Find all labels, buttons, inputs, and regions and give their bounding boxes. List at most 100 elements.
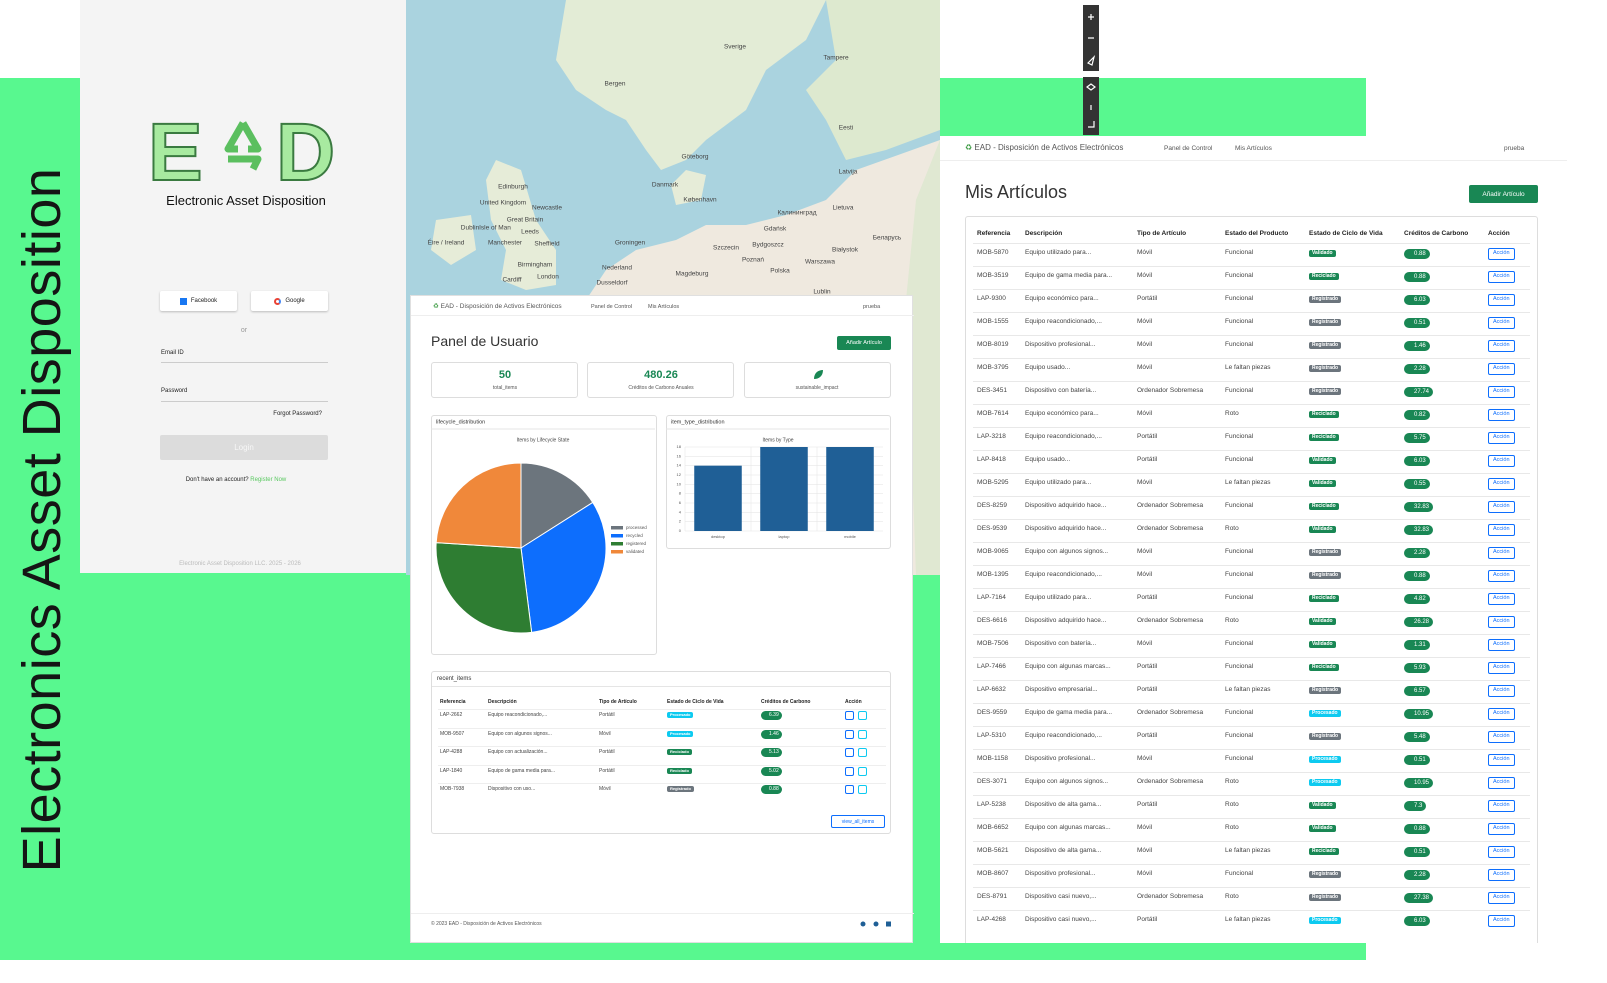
action-button[interactable]: Acción [1488, 823, 1515, 835]
action-button[interactable]: Acción [1488, 892, 1515, 904]
login-button[interactable]: Login [160, 435, 328, 460]
cell: Equipo económico para... [1025, 295, 1099, 302]
column-header: Referencia [440, 699, 466, 705]
credit-pill: 2.28 [1404, 548, 1430, 558]
action-button[interactable]: Acción [1488, 662, 1515, 674]
action-button[interactable]: Acción [1488, 386, 1515, 398]
email-input[interactable] [161, 362, 328, 363]
cell: Funcional [1225, 640, 1254, 647]
action-button[interactable]: Acción [1488, 547, 1515, 559]
cell: Funcional [1225, 663, 1254, 670]
cell: Le faltan piezas [1225, 686, 1271, 693]
action-button[interactable]: Acción [1488, 478, 1515, 490]
row-line [973, 450, 1530, 451]
password-input[interactable] [161, 401, 328, 402]
cell: MOB-7614 [977, 410, 1009, 417]
add-button[interactable]: Añadir Artículo [837, 336, 891, 350]
nav-items[interactable]: Mis Artículos [648, 304, 680, 310]
stat-card [431, 362, 578, 398]
nav-panel[interactable]: Panel de Control [591, 304, 632, 310]
map-label: Magdeburg [676, 271, 709, 278]
cell: Ordenador Sobremesa [1137, 893, 1204, 900]
forgot-link[interactable]: Forgot Password? [273, 411, 322, 417]
row-line [973, 703, 1530, 704]
cell: Le faltan piezas [1225, 847, 1271, 854]
add-button[interactable]: Añadir Artículo [1469, 185, 1538, 203]
view-button[interactable] [858, 748, 867, 757]
stat-label: sustainable_impact [795, 385, 839, 391]
action-button[interactable]: Acción [1488, 271, 1515, 283]
nav-user[interactable]: prueba [1504, 145, 1525, 152]
row-line [973, 473, 1530, 474]
action-button[interactable]: Acción [1488, 294, 1515, 306]
cell: Móvil [1137, 341, 1153, 348]
legend-swatch [611, 534, 623, 538]
cell: Móvil [1137, 755, 1153, 762]
credit-pill: 0.51 [1404, 755, 1430, 765]
nav-panel[interactable]: Panel de Control [1164, 145, 1213, 152]
action-button[interactable]: Acción [1488, 639, 1515, 651]
row-line [973, 749, 1530, 750]
action-button[interactable]: Acción [1488, 409, 1515, 421]
social-icons [860, 921, 891, 927]
row-line [973, 634, 1530, 635]
action-button[interactable]: Acción [1488, 777, 1515, 789]
edit-button[interactable] [845, 766, 854, 776]
logo-subtitle: Electronic Asset Disposition [166, 193, 326, 208]
register-link[interactable]: Register Now [250, 477, 287, 483]
cell: DES-9559 [977, 709, 1007, 716]
edit-button[interactable] [845, 748, 854, 757]
view-button[interactable] [858, 766, 867, 776]
cell: Le faltan piezas [1225, 916, 1271, 923]
edit-button[interactable] [845, 785, 854, 794]
nav-user[interactable]: prueba [863, 304, 881, 310]
edit-button[interactable] [845, 711, 854, 720]
action-button[interactable]: Acción [1488, 616, 1515, 628]
action-button[interactable]: Acción [1488, 846, 1515, 858]
cell: MOB-9065 [977, 548, 1009, 555]
credit-pill: 0.88 [1404, 571, 1430, 581]
action-button[interactable]: Acción [1488, 708, 1515, 720]
map-label: Białystok [832, 247, 859, 254]
action-button[interactable]: Acción [1488, 340, 1515, 352]
action-button[interactable]: Acción [1488, 432, 1515, 444]
action-button[interactable]: Acción [1488, 501, 1515, 513]
cell: Móvil [1137, 479, 1153, 486]
action-button[interactable]: Acción [1488, 570, 1515, 582]
action-button[interactable]: Acción [1488, 869, 1515, 881]
cell: Dispositivo casi nuevo,... [1025, 916, 1097, 923]
action-button[interactable]: Acción [1488, 317, 1515, 329]
action-button[interactable]: Acción [1488, 800, 1515, 812]
cell: Portátil [599, 712, 615, 718]
action-button[interactable]: Acción [1488, 754, 1515, 766]
column-header: Tipo de Artículo [1137, 230, 1187, 237]
view-all-button[interactable]: view_all_items [831, 815, 885, 828]
action-button[interactable]: Acción [1488, 731, 1515, 743]
action-button[interactable]: Acción [1488, 915, 1515, 927]
nav-items[interactable]: Mis Artículos [1235, 145, 1272, 152]
facebook-button[interactable]: Facebook [160, 291, 237, 311]
credit-pill: 2.28 [1404, 364, 1430, 374]
edit-button[interactable] [845, 729, 854, 739]
cell: Dispositivo con uso... [488, 786, 536, 792]
google-button[interactable]: Google [251, 291, 328, 311]
action-button[interactable]: Acción [1488, 593, 1515, 605]
cell: DES-3071 [977, 778, 1007, 785]
cell: Roto [1225, 824, 1239, 831]
row-line [438, 709, 886, 710]
action-button[interactable]: Acción [1488, 524, 1515, 536]
cell: MOB-1158 [977, 755, 1008, 762]
action-button[interactable]: Acción [1488, 455, 1515, 467]
cell: Ordenador Sobremesa [1137, 617, 1204, 624]
cell: Funcional [1225, 732, 1254, 739]
view-button[interactable] [858, 729, 867, 739]
cell: Portátil [1137, 594, 1158, 601]
action-button[interactable]: Acción [1488, 685, 1515, 697]
action-button[interactable]: Acción [1488, 363, 1515, 375]
action-button[interactable]: Acción [1488, 248, 1515, 260]
cell: Dispositivo adquirido hace... [1025, 617, 1107, 624]
view-button[interactable] [858, 711, 867, 720]
cell: Dispositivo adquirido hace... [1025, 502, 1107, 509]
legend-label: recycled [626, 533, 643, 538]
view-button[interactable] [858, 785, 867, 794]
